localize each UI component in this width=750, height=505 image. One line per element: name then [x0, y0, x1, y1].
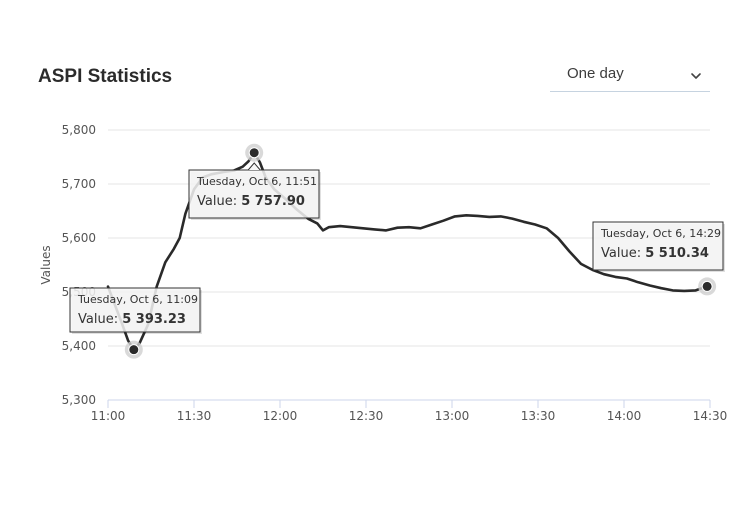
- tooltip-date: Tuesday, Oct 6, 14:29: [600, 227, 721, 240]
- x-tick-label: 12:30: [349, 409, 384, 423]
- tooltip-value-label: Value:: [78, 312, 122, 327]
- y-axis-label: Values: [39, 245, 53, 284]
- data-point: [701, 280, 713, 292]
- tooltip-value: Value: 5 510.34: [601, 246, 709, 261]
- tooltip-date: Tuesday, Oct 6, 11:09: [77, 293, 198, 306]
- tooltip-value-number: 5 393.23: [122, 312, 186, 327]
- page-title: ASPI Statistics: [38, 66, 173, 87]
- y-tick-label: 5,600: [62, 231, 96, 245]
- tooltip-value-label: Value:: [197, 194, 241, 209]
- tooltip-box: [69, 287, 201, 333]
- tooltip-value-number: 5 510.34: [645, 246, 709, 261]
- tooltip-value-label: Value:: [601, 246, 645, 261]
- tooltip-value: Value: 5 393.23: [78, 312, 186, 327]
- x-tick-label: 14:00: [607, 409, 642, 423]
- chevron-down-icon: [690, 69, 702, 87]
- tooltip-value-number: 5 757.90: [241, 194, 305, 209]
- range-select-value: One day: [567, 65, 624, 82]
- y-tick-label: 5,400: [62, 339, 96, 353]
- y-tick-label: 5,800: [62, 123, 96, 137]
- y-tick-label: 5,300: [62, 393, 96, 407]
- x-tick-label: 14:30: [693, 409, 728, 423]
- tooltip-box: [188, 169, 320, 219]
- tooltip-date: Tuesday, Oct 6, 11:51: [196, 175, 317, 188]
- series-line: [106, 151, 709, 351]
- x-tick-label: 11:30: [177, 409, 212, 423]
- range-select[interactable]: One day: [550, 62, 710, 92]
- tooltip-box: [592, 221, 724, 271]
- data-point: [248, 147, 260, 159]
- tooltip-pointer: [247, 162, 261, 171]
- tooltip-value: Value: 5 757.90: [197, 194, 305, 209]
- x-tick-label: 13:00: [435, 409, 470, 423]
- x-tick-label: 11:00: [91, 409, 126, 423]
- x-tick-label: 12:00: [263, 409, 298, 423]
- x-tick-label: 13:30: [521, 409, 556, 423]
- y-tick-label: 5,700: [62, 177, 96, 191]
- data-point: [128, 344, 140, 356]
